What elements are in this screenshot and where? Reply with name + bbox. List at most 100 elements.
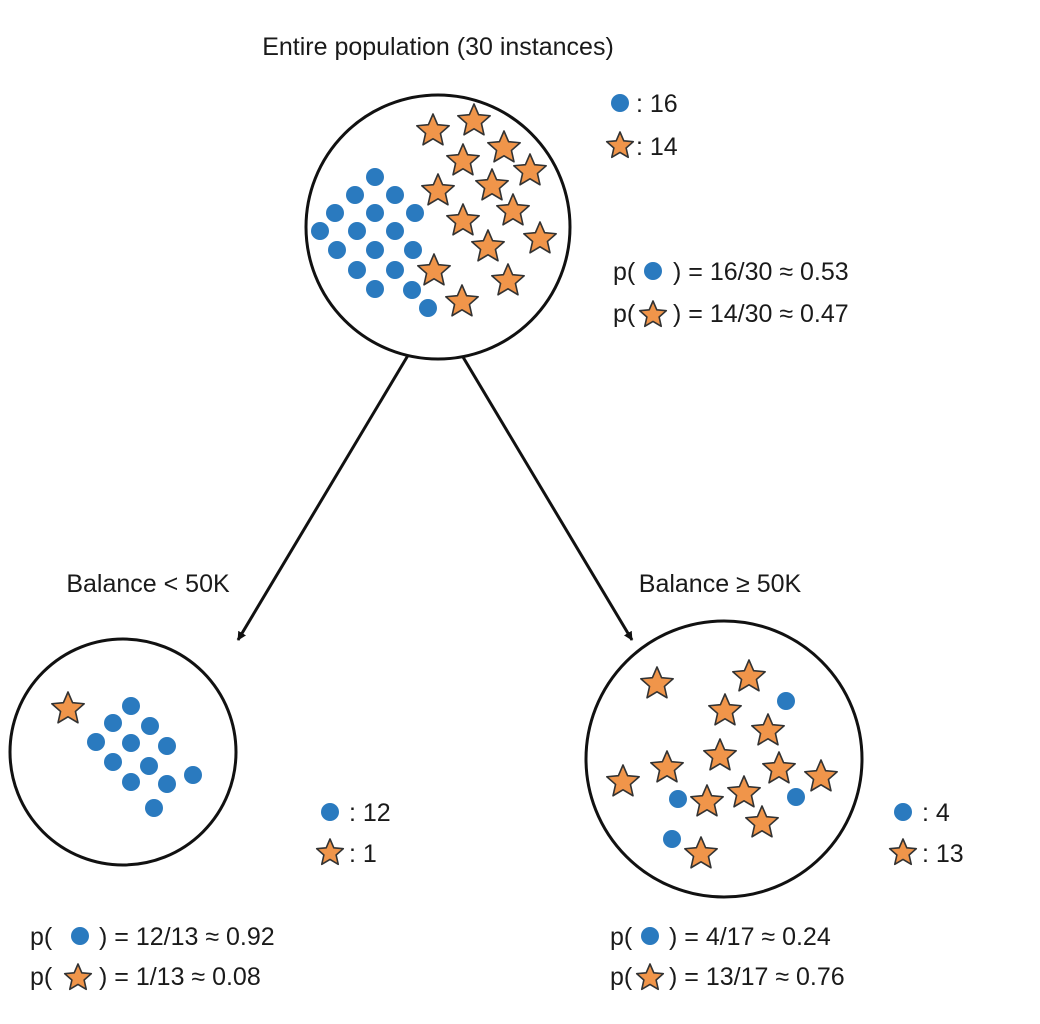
orange-star-icon [487, 130, 521, 163]
node-right-prob-dot-text: ) = 4/17 ≈ 0.24 [669, 923, 831, 951]
orange-star-icon [708, 693, 742, 726]
edge-to-left-node [236, 351, 412, 641]
legend-dot-icon [894, 803, 912, 821]
blue-dot-icon [141, 717, 159, 735]
blue-dot-icon [386, 222, 404, 240]
blue-dot-icon [611, 94, 629, 112]
legend-star-icon [605, 131, 635, 159]
node-left-probabilities: p( ) = 12/13 ≈ 0.92 p( ) = 1/13 ≈ 0.08 [30, 923, 275, 991]
orange-star-icon [51, 691, 85, 724]
node-right-points [606, 659, 838, 869]
blue-dot-icon [158, 775, 176, 793]
prob-star-icon [635, 963, 665, 991]
blue-dot-icon [366, 241, 384, 259]
orange-star-icon [315, 838, 345, 866]
blue-dot-icon [406, 204, 424, 222]
blue-dot-icon [311, 222, 329, 240]
orange-star-icon [732, 659, 766, 692]
orange-star-icon [63, 963, 93, 991]
orange-star-icon [496, 193, 530, 226]
node-root-title: Entire population (30 instances) [262, 33, 614, 61]
node-root-prob-dot-open: p( [613, 258, 636, 286]
orange-star-icon [457, 103, 491, 136]
node-left-prob-star-open: p( [30, 963, 53, 991]
node-right-prob-dot-open: p( [610, 923, 633, 951]
blue-dot-icon [328, 241, 346, 259]
node-root-points [311, 103, 557, 317]
node-root-prob-star-open: p( [613, 300, 636, 328]
blue-dot-icon [321, 803, 339, 821]
blue-dot-icon [366, 280, 384, 298]
orange-star-icon [417, 253, 451, 286]
blue-dot-icon [403, 281, 421, 299]
orange-star-icon [703, 738, 737, 771]
orange-star-icon [635, 963, 665, 991]
blue-dot-icon [122, 734, 140, 752]
orange-star-icon [751, 713, 785, 746]
node-root-legend-star-count: : 14 [636, 133, 678, 161]
edge-to-right-node [458, 351, 634, 641]
blue-dot-icon [104, 753, 122, 771]
node-root-prob-dot-text: ) = 16/30 ≈ 0.53 [673, 258, 849, 286]
blue-dot-icon [641, 927, 659, 945]
node-right-legend-star-count: : 13 [922, 840, 964, 868]
node-left-prob-dot-text: ) = 12/13 ≈ 0.92 [99, 923, 275, 951]
node-root: Entire population (30 instances) : 16 : … [262, 33, 849, 361]
prob-star-icon [638, 300, 668, 328]
node-left: Balance < 50K : 12 : 1 p( ) = 12/13 ≈ 0.… [8, 570, 391, 991]
node-left-prob-star-text: ) = 1/13 ≈ 0.08 [99, 963, 261, 991]
orange-star-icon [638, 300, 668, 328]
blue-dot-icon [140, 757, 158, 775]
blue-dot-icon [404, 241, 422, 259]
prob-dot-icon [644, 262, 662, 280]
blue-dot-icon [366, 168, 384, 186]
blue-dot-icon [122, 697, 140, 715]
node-right-legend-dot-count: : 4 [922, 799, 950, 827]
blue-dot-icon [419, 299, 437, 317]
blue-dot-icon [145, 799, 163, 817]
orange-star-icon [421, 173, 455, 206]
orange-star-icon [650, 750, 684, 783]
prob-star-icon [63, 963, 93, 991]
node-root-legend: : 16 : 14 [605, 90, 678, 161]
blue-dot-icon [122, 773, 140, 791]
blue-dot-icon [158, 737, 176, 755]
orange-star-icon [606, 764, 640, 797]
orange-star-icon [513, 153, 547, 186]
orange-star-icon [446, 203, 480, 236]
legend-star-icon [888, 838, 918, 866]
blue-dot-icon [669, 790, 687, 808]
blue-dot-icon [184, 766, 202, 784]
node-left-prob-dot-open: p( [30, 923, 53, 951]
orange-star-icon [475, 168, 509, 201]
node-right-probabilities: p( ) = 4/17 ≈ 0.24 p( ) = 13/17 ≈ 0.76 [610, 923, 845, 991]
orange-star-icon [523, 221, 557, 254]
node-right-title: Balance ≥ 50K [639, 570, 802, 598]
node-root-prob-star-text: ) = 14/30 ≈ 0.47 [673, 300, 849, 328]
blue-dot-icon [366, 204, 384, 222]
blue-dot-icon [104, 714, 122, 732]
node-root-probabilities: p( ) = 16/30 ≈ 0.53 p( ) = 14/30 ≈ 0.47 [613, 258, 849, 328]
orange-star-icon [446, 143, 480, 176]
legend-dot-icon [321, 803, 339, 821]
blue-dot-icon [644, 262, 662, 280]
blue-dot-icon [894, 803, 912, 821]
orange-star-icon [491, 263, 525, 296]
blue-dot-icon [787, 788, 805, 806]
node-left-legend-dot-count: : 12 [349, 799, 391, 827]
node-root-legend-dot-count: : 16 [636, 90, 678, 118]
orange-star-icon [640, 666, 674, 699]
node-right-prob-star-open: p( [610, 963, 633, 991]
blue-dot-icon [346, 186, 364, 204]
node-left-circle [8, 637, 238, 867]
blue-dot-icon [386, 186, 404, 204]
orange-star-icon [690, 784, 724, 817]
orange-star-icon [745, 805, 779, 838]
blue-dot-icon [777, 692, 795, 710]
blue-dot-icon [348, 261, 366, 279]
blue-dot-icon [663, 830, 681, 848]
prob-dot-icon [71, 927, 89, 945]
orange-star-icon [684, 836, 718, 869]
blue-dot-icon [386, 261, 404, 279]
